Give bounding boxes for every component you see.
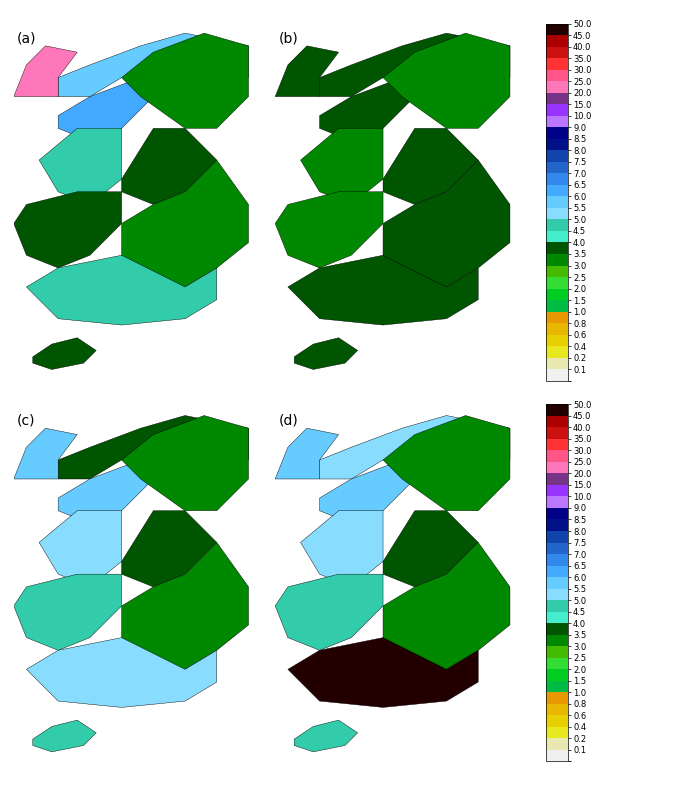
Polygon shape	[122, 33, 249, 128]
Polygon shape	[14, 574, 122, 650]
Polygon shape	[26, 637, 217, 707]
Polygon shape	[58, 415, 249, 479]
Polygon shape	[14, 192, 122, 268]
Polygon shape	[288, 255, 478, 325]
Polygon shape	[39, 511, 122, 587]
Polygon shape	[319, 415, 510, 479]
Polygon shape	[14, 46, 77, 97]
Polygon shape	[275, 192, 383, 268]
Polygon shape	[319, 78, 415, 141]
Polygon shape	[275, 574, 383, 650]
Polygon shape	[33, 720, 96, 752]
Polygon shape	[58, 460, 153, 524]
Polygon shape	[300, 511, 383, 587]
Polygon shape	[39, 128, 122, 204]
Polygon shape	[294, 338, 358, 370]
Text: (b): (b)	[278, 31, 298, 46]
Polygon shape	[122, 511, 217, 587]
Polygon shape	[288, 637, 478, 707]
Polygon shape	[58, 78, 153, 141]
Polygon shape	[383, 160, 510, 287]
Polygon shape	[383, 33, 510, 128]
Polygon shape	[383, 542, 510, 670]
Polygon shape	[275, 46, 339, 97]
Text: (a): (a)	[17, 31, 36, 46]
Polygon shape	[26, 255, 217, 325]
Polygon shape	[122, 128, 217, 204]
Polygon shape	[33, 338, 96, 370]
Polygon shape	[383, 511, 478, 587]
Polygon shape	[383, 128, 478, 204]
Polygon shape	[383, 415, 510, 511]
Polygon shape	[58, 33, 249, 97]
Text: (c): (c)	[17, 414, 36, 428]
Polygon shape	[275, 429, 339, 479]
Polygon shape	[122, 415, 249, 511]
Text: (d): (d)	[278, 414, 298, 428]
Polygon shape	[122, 542, 249, 670]
Polygon shape	[14, 429, 77, 479]
Polygon shape	[122, 160, 249, 287]
Polygon shape	[294, 720, 358, 752]
Polygon shape	[300, 128, 383, 204]
Polygon shape	[319, 33, 510, 97]
Polygon shape	[319, 460, 415, 524]
